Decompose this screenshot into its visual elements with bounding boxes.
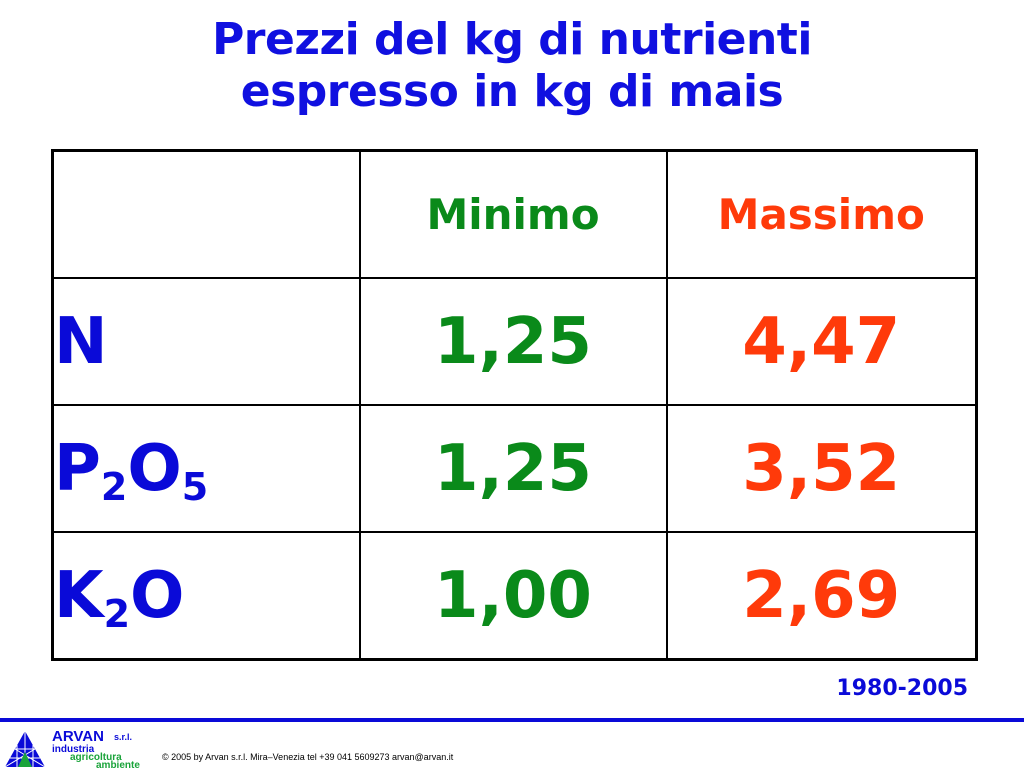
slide-title-line-1: Prezzi del kg di nutrienti	[212, 14, 812, 65]
nutrient-subscript: 2	[103, 591, 131, 636]
period-label: 1980-2005	[836, 676, 968, 701]
min-value: 1,25	[358, 277, 668, 406]
logo-name: ARVAN	[52, 728, 104, 745]
triangle-grid-logo-icon	[4, 731, 46, 768]
max-value: 2,69	[665, 531, 978, 661]
logo-suffix: s.r.l.	[114, 732, 133, 742]
nutrient-symbol: O	[130, 558, 185, 633]
copyright-text: © 2005 by Arvan s.r.l. Mira–Venezia tel …	[162, 752, 454, 762]
max-value: 3,52	[665, 404, 978, 533]
table-row: P2O5 1,25 3,52	[51, 404, 978, 533]
price-table: Minimo Massimo N 1,25 4,47 P2O5 1,25 3,5…	[51, 149, 978, 661]
nutrient-subscript: 5	[181, 464, 209, 509]
nutrient-subscript: 2	[100, 464, 128, 509]
min-value: 1,25	[358, 404, 668, 533]
logo-line-industria: industria	[52, 744, 95, 755]
arvan-logo: ARVAN s.r.l. industria agricoltura ambie…	[4, 728, 154, 771]
nutrient-symbol: K	[54, 558, 104, 633]
nutrient-symbol: N	[54, 304, 108, 379]
slide-title-line-2: espresso in kg di mais	[240, 66, 784, 117]
header-corner-cell	[51, 149, 361, 279]
footer-divider	[0, 718, 1024, 722]
table-row: K2O 1,00 2,69	[51, 531, 978, 661]
logo-line-agricoltura: agricoltura	[70, 752, 122, 763]
min-value: 1,00	[358, 531, 668, 661]
slide-title: Prezzi del kg di nutrienti espresso in k…	[0, 14, 1024, 118]
nutrient-symbol: O	[127, 431, 182, 506]
header-max: Massimo	[665, 149, 978, 279]
table-row: N 1,25 4,47	[51, 277, 978, 406]
nutrient-label-n: N	[51, 277, 361, 406]
nutrient-label-k2o: K2O	[51, 531, 361, 661]
nutrient-symbol: P	[54, 431, 101, 506]
max-value: 4,47	[665, 277, 978, 406]
logo-line-ambiente: ambiente	[96, 760, 140, 771]
nutrient-label-p2o5: P2O5	[51, 404, 361, 533]
header-min: Minimo	[358, 149, 668, 279]
table-header-row: Minimo Massimo	[51, 149, 978, 279]
